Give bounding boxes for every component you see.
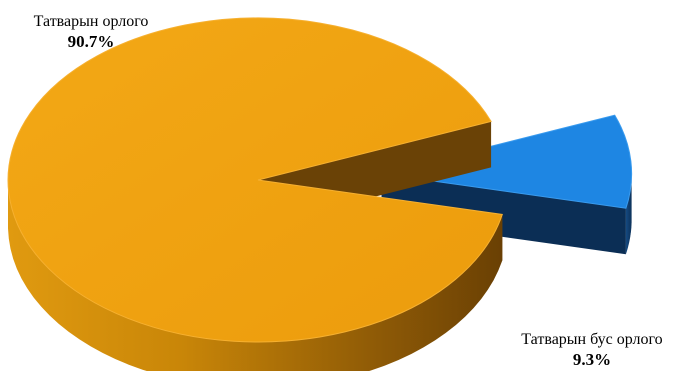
slice-label-name: Татварын бус орлого: [521, 331, 663, 348]
slice-label-value: 90.7%: [67, 32, 115, 51]
pie-slice-tax-revenue: [7, 17, 503, 371]
slice-label-tax-revenue: Татварын орлого 90.7%: [6, 12, 176, 52]
slice-label-nontax-revenue: Татварын бус орлого 9.3%: [492, 330, 692, 370]
pie-slice-nontax-revenue: [381, 114, 633, 255]
slice-label-name: Татварын орлого: [33, 13, 149, 30]
slice-label-value: 9.3%: [572, 350, 612, 369]
